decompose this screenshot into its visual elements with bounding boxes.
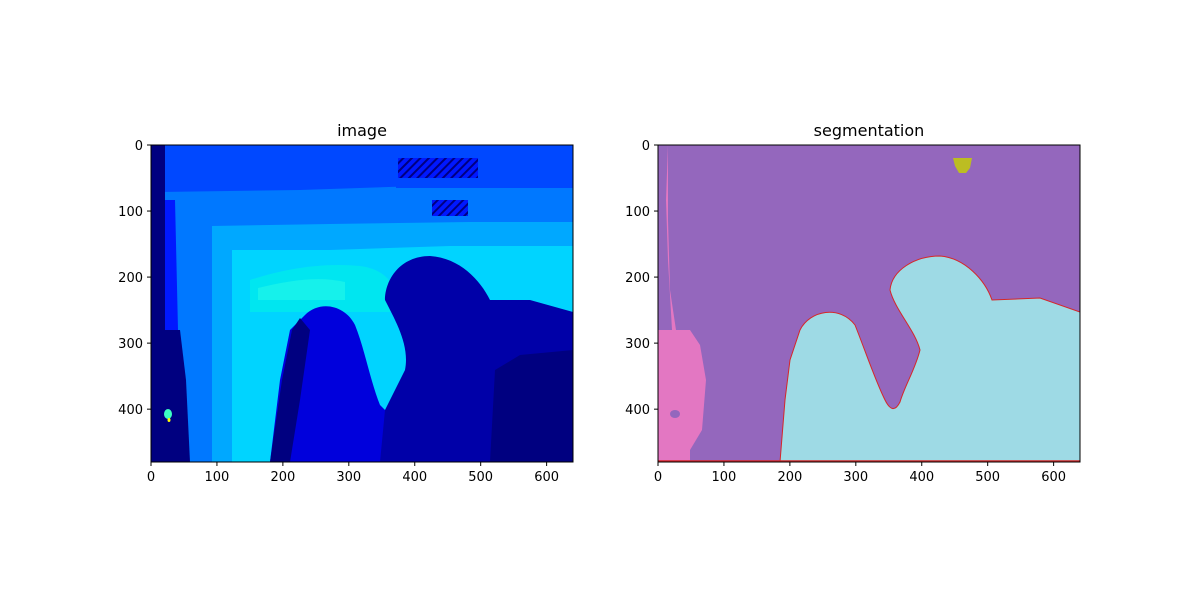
segmentation-y-tick-label: 300 [625,337,650,352]
image-y-tick-label: 400 [118,403,143,418]
depth-object-right-dark [490,350,573,462]
segmentation-x-tick-label: 0 [654,470,662,485]
segmentation-title: segmentation [814,121,925,140]
image-x-tick-label: 300 [336,470,361,485]
image-panel: image 0 100 200 [118,121,574,485]
segmentation-y-tick-label: 200 [625,271,650,286]
image-x-tick-label: 0 [147,470,155,485]
segmentation-x-tick-label: 500 [975,470,1000,485]
image-x-tick-label: 200 [270,470,295,485]
image-x-tick-label: 600 [534,470,559,485]
depth-object-left-dark [270,318,310,462]
depth-artifact [398,158,478,178]
segmentation-x-tick-label: 200 [777,470,802,485]
segmentation-x-tick-label: 400 [909,470,934,485]
segmentation-x-tick-label: 100 [712,470,737,485]
image-y-tick-label: 200 [118,271,143,286]
image-ticks: 0 100 200 300 400 500 600 0 100 200 300 400 [118,139,559,485]
image-y-tick-label: 100 [118,205,143,220]
segmentation-panel: segmentation 0 100 200 300 400 500 600 0 100 200 3… [625,121,1081,485]
image-heatmap [151,145,573,462]
image-axes-frame [150,144,574,463]
segment-left [658,145,706,462]
image-x-tick-label: 400 [402,470,427,485]
depth-left-dark [151,330,190,462]
segmentation-y-tick-label: 400 [625,403,650,418]
segment-foreground [779,255,1080,462]
image-title: image [337,121,387,140]
image-y-tick-label: 300 [118,337,143,352]
segmentation-y-tick-label: 0 [642,139,650,154]
image-x-tick-label: 100 [205,470,230,485]
image-x-tick-label: 500 [468,470,493,485]
segment-small [670,410,680,418]
segmentation-y-tick-label: 100 [625,205,650,220]
image-y-tick-label: 0 [135,139,143,154]
segmentation-map [658,145,1080,462]
depth-hotspot [164,409,172,419]
segmentation-x-tick-label: 600 [1041,470,1066,485]
depth-left-mid [165,200,178,330]
depth-band-6 [258,279,345,300]
segment-yellow [953,158,972,173]
depth-hotspot-core [167,418,171,422]
segmentation-axes-frame [657,144,1081,463]
depth-artifact-2 [432,200,468,216]
segment-left-top [658,145,672,330]
segmentation-ticks: 0 100 200 300 400 500 600 0 100 200 300 400 [625,139,1066,485]
segmentation-x-tick-label: 300 [843,470,868,485]
